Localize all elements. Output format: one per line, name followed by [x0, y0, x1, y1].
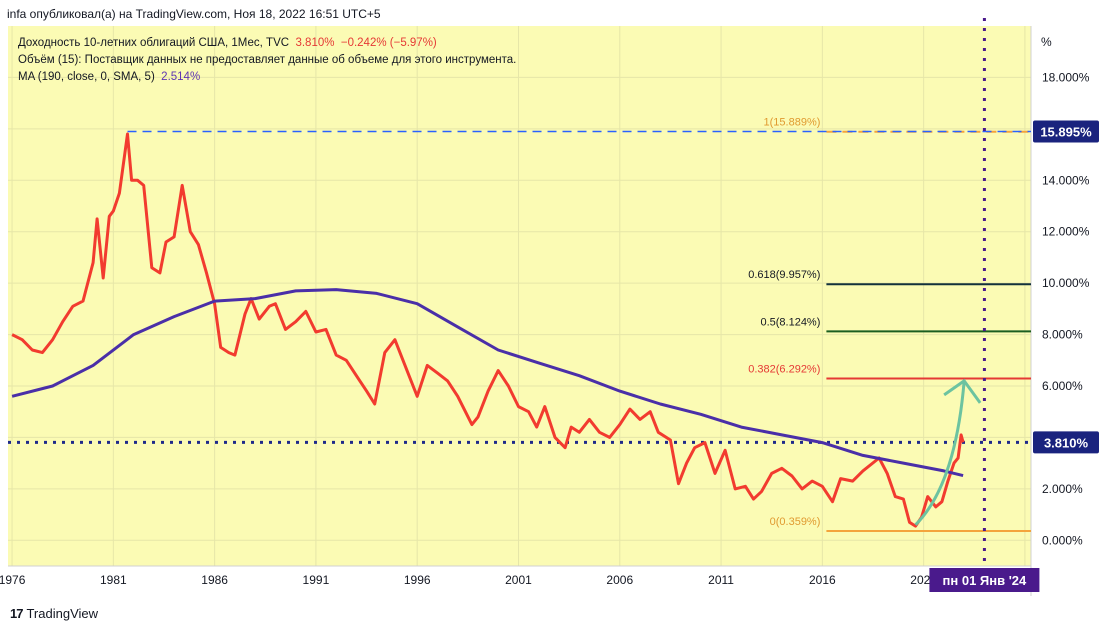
- trend-arrow: [914, 380, 966, 526]
- fib-level-label: 1(15.889%): [764, 117, 821, 129]
- x-tick-label: 1981: [100, 573, 127, 587]
- attribution-header: infa опубликовал(а) на TradingView.com, …: [7, 7, 381, 21]
- x-tick-label: 1996: [404, 573, 431, 587]
- y-tick-label: 2.000%: [1042, 482, 1083, 496]
- chart-legend: Доходность 10-летних облигаций США, 1Мес…: [18, 35, 516, 86]
- series-line: [11, 132, 965, 528]
- x-tick-label: 1986: [201, 573, 228, 587]
- tradingview-logo-icon: 17: [10, 606, 24, 621]
- fib-level-label: 0.618(9.957%): [748, 269, 820, 281]
- price-level-badge: [1033, 120, 1099, 143]
- time-marker-badge-text: пн 01 Янв '24: [943, 573, 1028, 588]
- x-tick-label: 1991: [303, 573, 330, 587]
- price-axis-background: [1031, 26, 1100, 600]
- footer-brand-text: TradingView: [26, 606, 99, 621]
- x-tick-label: 2016: [809, 573, 836, 587]
- price-level-badge: [1033, 431, 1099, 454]
- legend-volume: Объём (15): Поставщик данных не предоста…: [18, 54, 517, 66]
- price-level-badge-text: 15.895%: [1040, 125, 1092, 140]
- time-marker-badge: [929, 568, 1040, 592]
- y-tick-label: 6.000%: [1042, 379, 1083, 393]
- series-line: [11, 288, 964, 478]
- legend-price: 3.810%: [295, 37, 335, 49]
- y-tick-label: 0.000%: [1042, 533, 1083, 547]
- fib-level-label: 0.5(8.124%): [760, 316, 820, 328]
- fib-level-label: 0.382(6.292%): [748, 363, 820, 375]
- y-axis-unit-label: %: [1041, 35, 1052, 49]
- footer-brand[interactable]: 17 TradingView: [10, 606, 98, 621]
- legend-ma-row[interactable]: MA (190, close, 0, SMA, 5) 2.514%: [18, 69, 516, 86]
- fib-level-label: 0(0.359%): [770, 516, 821, 528]
- y-tick-label: 14.000%: [1042, 173, 1090, 187]
- legend-change: −0.242% (−5.97%): [340, 37, 437, 49]
- legend-ma-label: MA (190, close, 0, SMA, 5): [18, 71, 155, 83]
- y-tick-label: 12.000%: [1042, 225, 1090, 239]
- y-tick-label: 8.000%: [1042, 328, 1083, 342]
- x-tick-label: 2011: [708, 573, 734, 587]
- x-tick-label: 2006: [606, 573, 633, 587]
- price-level-badge-text: 3.810%: [1044, 435, 1089, 450]
- trend-arrow-head: [943, 378, 982, 404]
- x-tick-label: 2001: [505, 573, 532, 587]
- x-tick-label: 1976: [0, 573, 26, 587]
- plot-background: [8, 26, 1031, 566]
- y-tick-label: 10.000%: [1042, 276, 1090, 290]
- legend-volume-row[interactable]: Объём (15): Поставщик данных не предоста…: [18, 52, 516, 69]
- legend-symbol: Доходность 10-летних облигаций США, 1Мес…: [18, 37, 290, 49]
- legend-symbol-row[interactable]: Доходность 10-летних облигаций США, 1Мес…: [18, 35, 516, 52]
- legend-ma-value: 2.514%: [161, 71, 201, 83]
- y-tick-label: 18.000%: [1042, 70, 1090, 84]
